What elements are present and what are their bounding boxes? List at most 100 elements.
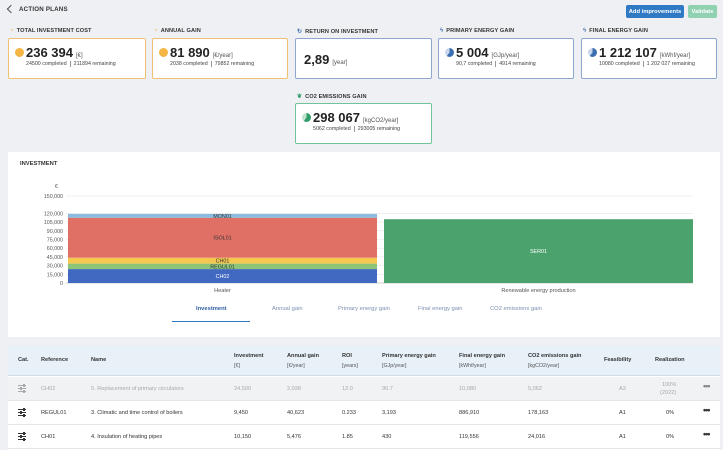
- col-annual-gain-unit: [€/year]: [287, 363, 305, 369]
- kpi-co2-emissions-gain: ❦ CO2 EMISSIONS GAIN 298 067 [kgCO2/year] …: [295, 94, 432, 144]
- col-name[interactable]: Name: [91, 357, 107, 363]
- kpi-value: 1 212 107: [599, 45, 657, 60]
- y-tick-label: 45,000: [47, 255, 63, 261]
- sliders-icon: [18, 408, 26, 417]
- kpi-unit: [GJp/year]: [491, 53, 520, 59]
- col-primary-energy[interactable]: Primary energy gain: [382, 353, 436, 359]
- col-co2-gain[interactable]: CO2 emissions gain: [528, 353, 582, 359]
- bar-segment: [68, 263, 377, 270]
- coin-icon: ◔: [154, 28, 158, 34]
- col-investment[interactable]: Investment: [234, 353, 264, 359]
- y-tick-label: 15,000: [47, 272, 63, 278]
- kpi-total-investment: ◔ TOTAL INVESTMENT COST 236 394 [€] 24500 …: [8, 28, 146, 79]
- bar-data-label: ISOL01: [213, 236, 231, 242]
- progress-pie-icon: [588, 48, 597, 57]
- refresh-icon: ↻: [297, 29, 303, 35]
- kpi-unit: [€/year]: [212, 53, 233, 59]
- tab-investment[interactable]: Investment: [196, 306, 227, 312]
- bar-segment: [68, 257, 377, 264]
- progress-pie-icon: [302, 113, 311, 122]
- kpi-label: ϟ FINAL ENERGY GAIN: [583, 28, 648, 34]
- col-reference[interactable]: Reference: [41, 357, 69, 363]
- bar-data-label: CH02: [216, 274, 230, 280]
- col-cat[interactable]: Cat.: [18, 357, 29, 363]
- y-tick-label: 75,000: [47, 238, 63, 244]
- kpi-label: ❦ CO2 EMISSIONS GAIN: [297, 93, 367, 101]
- more-options-icon[interactable]: •••: [703, 429, 711, 439]
- y-tick-label: 90,000: [47, 229, 63, 235]
- col-annual-gain[interactable]: Annual gain: [287, 353, 320, 359]
- kpi-value: 5 004: [456, 45, 489, 60]
- top-bar: ACTION PLANS Add improvements Validate: [0, 0, 723, 24]
- sliders-icon: [18, 384, 26, 393]
- bar-segment: [68, 217, 377, 258]
- tab-co2-emissions-gain[interactable]: CO2 emissions gain: [490, 306, 542, 312]
- kpi-completed: 5062 completed: [313, 126, 351, 132]
- y-tick-label: 60,000: [47, 246, 63, 252]
- y-tick-label: 150,000: [44, 194, 63, 200]
- leaf-icon: ❦: [297, 94, 303, 100]
- y-tick-label: 0: [60, 281, 63, 287]
- col-roi[interactable]: ROI: [342, 353, 352, 359]
- kpi-completed: 2038 completed: [170, 61, 208, 67]
- kpi-remaining: 4914 remaining: [499, 61, 536, 67]
- kpi-value: 2,89: [304, 52, 330, 67]
- kpi-remaining: 1 202 027 remaining: [646, 61, 695, 67]
- col-co2-gain-unit: [kgCO2/year]: [528, 363, 560, 369]
- investment-chart-card: INVESTMENT 0 15,000 30,000 45,000 60,000 75,0…: [8, 152, 720, 337]
- tab-primary-energy-gain[interactable]: Primary energy gain: [338, 306, 390, 312]
- lightning-icon: ϟ: [583, 28, 587, 34]
- kpi-unit: [€]: [76, 53, 83, 59]
- tab-final-energy-gain[interactable]: Final energy gain: [418, 306, 463, 312]
- sliders-icon: [18, 432, 26, 441]
- tab-annual-gain[interactable]: Annual gain: [272, 306, 303, 312]
- kpi-remaining: 211894 remaining: [73, 61, 116, 67]
- col-roi-unit: [years]: [342, 363, 358, 369]
- chevron-left-icon[interactable]: [6, 4, 16, 13]
- bar-data-label: SER01: [530, 249, 547, 255]
- bar-data-label: MON01: [213, 214, 232, 220]
- kpi-unit: [kgCO2/year]: [363, 118, 399, 124]
- back-nav[interactable]: ACTION PLANS: [6, 4, 68, 13]
- bar-data-label: REGUL01: [210, 264, 235, 270]
- col-primary-energy-unit: [GJp/year]: [382, 363, 407, 369]
- kpi-completed: 10080 completed: [599, 61, 640, 67]
- progress-pie-icon: [445, 48, 454, 57]
- x-category-label: Heater: [214, 288, 231, 294]
- chart-title: INVESTMENT: [20, 161, 58, 167]
- table-row[interactable]: REGUL01 3. Climatic and time control of …: [8, 401, 720, 425]
- kpi-completed: 90,7 completed: [456, 61, 493, 67]
- more-options-icon[interactable]: •••: [703, 405, 711, 415]
- x-category-label: Renewable energy production: [501, 288, 575, 294]
- add-improvements-button[interactable]: Add improvements: [626, 5, 684, 18]
- col-feasibility[interactable]: Feasibility: [604, 357, 632, 363]
- kpi-value: 81 890: [170, 45, 210, 60]
- lightning-icon: ϟ: [440, 28, 444, 34]
- bar-segment: [68, 213, 377, 218]
- table-row[interactable]: CH01 4. Insulation of heating pipes 10,1…: [8, 425, 720, 449]
- y-tick-label: 105,000: [44, 220, 63, 226]
- kpi-annual-gain: ◔ ANNUAL GAIN 81 890 [€/year] 2038 complet…: [152, 28, 288, 79]
- kpi-value: 298 067: [313, 110, 360, 125]
- y-tick-label: 120,000: [44, 211, 63, 217]
- kpi-unit: [year]: [332, 60, 348, 66]
- kpi-primary-energy-gain: ϟ PRIMARY ENERGY GAIN 5 004 [GJp/year] 90,…: [438, 28, 574, 79]
- col-realization[interactable]: Realization: [655, 357, 685, 363]
- bar-segment: [68, 269, 377, 283]
- col-investment-unit: [€]: [234, 363, 240, 369]
- kpi-completed: 24500 completed: [26, 61, 67, 67]
- more-options-icon[interactable]: •••: [703, 381, 711, 391]
- bar-segment: [384, 219, 693, 283]
- validate-button[interactable]: Validate: [688, 5, 717, 18]
- kpi-return-on-investment: ↻ RETURN ON INVESTMENT 2,89 [year]: [295, 29, 432, 79]
- col-final-energy[interactable]: Final energy gain: [459, 353, 506, 359]
- col-final-energy-unit: [kWhf/year]: [459, 363, 486, 369]
- active-tab-indicator: [172, 321, 250, 323]
- table-row[interactable]: CH02 5. Replacement of primary circulato…: [8, 377, 720, 401]
- euro-icon: [159, 48, 168, 57]
- kpi-final-energy-gain: ϟ FINAL ENERGY GAIN 1 212 107 [kWhf/year] …: [581, 28, 717, 79]
- improvements-table: Cat. Reference Name Investment [€] Annua…: [8, 346, 720, 450]
- kpi-label: ϟ PRIMARY ENERGY GAIN: [440, 28, 515, 34]
- euro-icon: [15, 48, 24, 57]
- chart-tabs: Investment Annual gain Primary energy ga…: [8, 302, 720, 324]
